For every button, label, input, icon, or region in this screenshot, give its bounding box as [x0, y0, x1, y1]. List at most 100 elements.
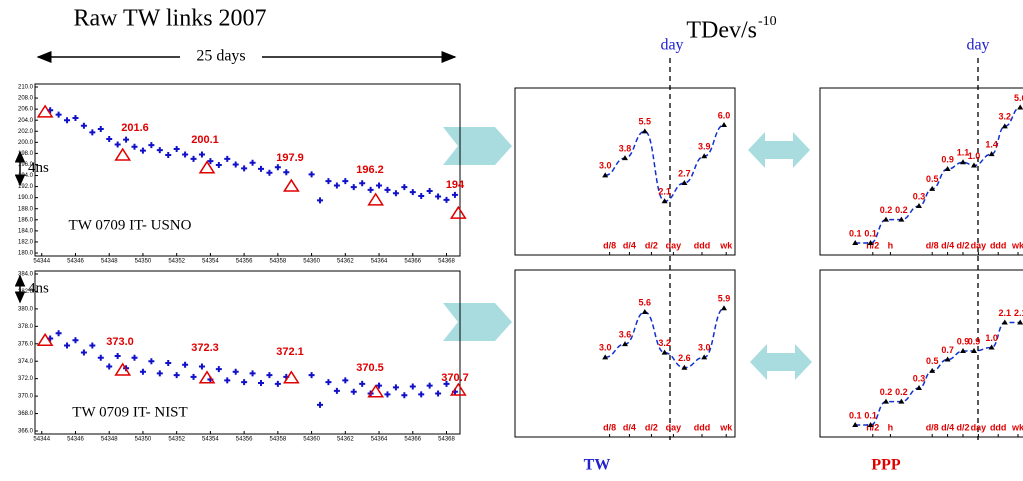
value-label: 3.2 — [658, 338, 671, 348]
data-point — [333, 387, 340, 394]
value-label: 3.0 — [599, 161, 612, 171]
reference-marker — [198, 370, 216, 384]
value-label: 1.1 — [957, 148, 970, 158]
data-point — [367, 186, 374, 193]
plot-frame — [819, 269, 1023, 438]
data-point — [198, 363, 205, 370]
data-point — [443, 380, 450, 387]
x-tick-label: d/4 — [941, 240, 954, 250]
x-tick-label: 54354 — [202, 437, 219, 443]
annotation: 197.9 — [276, 152, 304, 164]
value-label: 1.4 — [985, 140, 998, 150]
x-tick-label: day — [971, 240, 987, 250]
x-tick-label: h — [888, 240, 894, 250]
tdev-point — [1001, 319, 1008, 325]
data-point — [384, 186, 391, 193]
x-tick-label: 54346 — [67, 437, 84, 443]
reference-marker — [114, 147, 132, 161]
data-point — [232, 368, 239, 375]
y-tick-label: 184.0 — [18, 228, 34, 234]
data-point — [106, 136, 113, 143]
y-tick-label: 182.0 — [18, 240, 34, 246]
reference-marker — [36, 104, 54, 118]
value-label: 2.1 — [658, 187, 671, 197]
x-tick-label: 54364 — [371, 259, 388, 265]
annotation: 373.0 — [106, 336, 134, 348]
data-point — [249, 159, 256, 166]
x-tick-label: h/2 — [866, 422, 879, 432]
value-label: 0.9 — [957, 336, 970, 346]
tdev-point — [898, 216, 905, 222]
reference-marker — [449, 205, 467, 219]
x-tick-label: wk — [1011, 422, 1023, 432]
y-tick-label: 198.0 — [18, 151, 34, 157]
x-tick-label: 54354 — [202, 259, 219, 265]
day-label: day — [966, 37, 989, 54]
tdev-point — [944, 166, 951, 172]
data-point — [198, 151, 205, 158]
x-tick-label: 54356 — [236, 259, 253, 265]
value-label: 3.2 — [999, 112, 1012, 122]
data-point — [435, 390, 442, 397]
panel-title: TW 0709 IT- NIST — [72, 404, 187, 420]
data-point — [165, 359, 172, 366]
x-tick-label: day — [666, 422, 682, 432]
data-point — [359, 380, 366, 387]
reference-marker — [36, 332, 54, 347]
tw-label: TW — [584, 457, 611, 474]
y-tick-label: 210.0 — [18, 85, 34, 91]
x-tick-label: 54350 — [135, 259, 152, 265]
data-point — [215, 366, 222, 373]
value-label: 5.5 — [639, 117, 652, 127]
data-point — [80, 349, 87, 356]
compare-arrow — [748, 132, 810, 168]
data-point — [401, 184, 408, 191]
value-label: 0.5 — [926, 356, 939, 366]
tdev-point — [852, 421, 859, 427]
annotation: 370.5 — [356, 362, 384, 374]
y-tick-label: 206.0 — [18, 107, 34, 113]
data-point — [80, 122, 87, 129]
x-tick-label: 54364 — [371, 437, 388, 443]
data-point — [139, 368, 146, 375]
ppp-label: PPP — [871, 457, 901, 474]
data-point — [392, 190, 399, 197]
x-tick-label: 54346 — [67, 259, 84, 265]
data-point — [257, 165, 264, 172]
tdev-point — [701, 354, 708, 360]
y-tick-label: 188.0 — [18, 206, 34, 212]
x-tick-label: ddd — [990, 422, 1007, 432]
data-point — [64, 342, 71, 349]
value-label: 0.2 — [895, 387, 908, 397]
data-point — [266, 372, 273, 379]
scale-label: 4ns — [28, 160, 49, 176]
data-point — [342, 178, 349, 185]
x-tick-label: 54360 — [303, 259, 320, 265]
tdev-point — [971, 162, 977, 168]
tdev-point — [883, 398, 889, 404]
compare-arrow — [750, 344, 812, 380]
plot-frame — [34, 83, 461, 257]
x-tick-label: ddd — [694, 240, 711, 250]
tdev-point — [1017, 319, 1023, 325]
data-point — [182, 361, 189, 368]
data-point — [89, 342, 96, 349]
value-label: 5.6 — [1014, 93, 1023, 103]
value-label: 0.1 — [849, 410, 862, 420]
annotation: 196.2 — [356, 164, 384, 176]
data-point — [333, 182, 340, 189]
day-label: day — [660, 37, 683, 54]
x-tick-label: d/4 — [941, 422, 954, 432]
annotation: 372.1 — [276, 346, 304, 358]
data-point — [409, 189, 416, 196]
tdev-point — [721, 305, 727, 311]
data-point — [190, 155, 197, 162]
x-tick-label: d/2 — [956, 240, 969, 250]
tdev-point — [971, 348, 977, 354]
tdev-point — [661, 349, 668, 355]
x-tick-label: d/8 — [603, 422, 616, 432]
data-point — [224, 377, 231, 384]
data-point — [55, 111, 62, 118]
value-label: 0.2 — [880, 387, 893, 397]
value-label: 0.1 — [864, 410, 877, 420]
